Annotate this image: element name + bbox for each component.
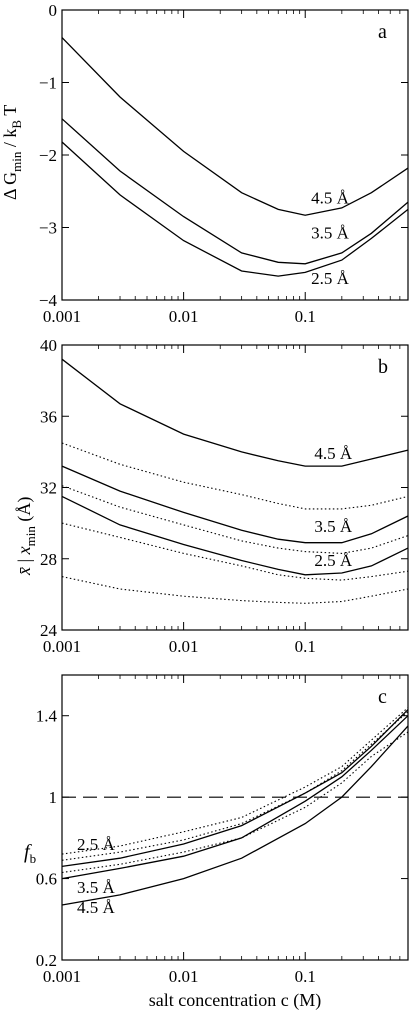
x-tick-label: 0.01	[169, 637, 199, 656]
x-axis-label: salt concentration c (M)	[149, 990, 321, 1011]
y-tick-label: 1.4	[36, 707, 58, 726]
labels-a: 4.5 Å 3.5 Å 2.5 Å	[311, 189, 350, 288]
y-tick-label: 24	[40, 621, 58, 640]
ticks-c: 0.2 0.6 1 1.4 0.001 0.01 0.1	[36, 675, 408, 986]
curve-label: 3.5 Å	[314, 517, 353, 536]
series-line	[61, 37, 409, 216]
series-line	[61, 118, 409, 265]
x-tick-label: 0.001	[43, 637, 81, 656]
series-line	[61, 465, 409, 544]
series-c	[61, 707, 409, 906]
curve-label: 2.5 Å	[311, 269, 350, 288]
y-tick-label: 0.6	[36, 870, 57, 889]
ticks-a: 0 −1 −2 −3 −40.001 0.01 0.1	[39, 1, 408, 326]
x-tick-label: 0.1	[295, 307, 316, 326]
y-tick-label: 28	[40, 550, 57, 569]
y-tick-label: 0	[49, 1, 58, 20]
curve-label: 4.5 Å	[311, 189, 350, 208]
x-tick-label: 0.001	[43, 967, 81, 986]
series-line	[61, 358, 409, 467]
series-line	[61, 711, 409, 861]
x-tick-label: 0.1	[295, 967, 316, 986]
panel-label-c: c	[378, 686, 387, 708]
y-axis-label-c: fb	[24, 841, 36, 866]
series-line	[61, 731, 409, 874]
panel-label-b: b	[378, 356, 388, 378]
x-tick-label: 0.1	[295, 637, 316, 656]
panel-b: 24 28 32 36 40 0.001 0.01 0.1 4.5 Å 3.5 Å 2.5 Å b…	[14, 336, 409, 656]
curve-label: 2.5 Å	[314, 551, 353, 570]
series-line	[61, 725, 409, 906]
x-tick-label: 0.01	[169, 967, 199, 986]
series-a	[61, 37, 409, 277]
series-line	[61, 141, 409, 277]
x-tick-label: 0.001	[43, 307, 81, 326]
series-line	[61, 709, 409, 868]
y-tick-label: 36	[40, 407, 57, 426]
y-tick-label: 1	[49, 788, 58, 807]
series-b	[61, 358, 409, 604]
series-line	[61, 485, 409, 554]
series-line	[61, 522, 409, 581]
y-tick-label: 0.2	[36, 951, 57, 970]
series-line	[61, 715, 409, 880]
y-tick-label: 40	[40, 336, 57, 355]
y-axis-label-a: Δ Gmin / kB T	[0, 105, 24, 200]
x-tick-label: 0.01	[169, 307, 199, 326]
y-tick-label: −4	[39, 291, 58, 310]
curve-label: 4.5 Å	[314, 444, 353, 463]
y-axis-label-b: x̄ | xmin (Å)	[14, 497, 38, 576]
labels-c: 2.5 Å 3.5 Å4.5 Å	[77, 835, 116, 917]
labels-b: 4.5 Å 3.5 Å 2.5 Å	[314, 444, 353, 570]
panel-label-a: a	[378, 21, 387, 43]
panel-c: 0.2 0.6 1 1.4 0.001 0.01 0.1 2.5 Å 3.5 Å4.5 Å c…	[24, 674, 409, 986]
y-tick-label: −1	[39, 74, 57, 93]
plot-frame-a	[61, 9, 409, 301]
curve-label: 3.5 Å	[77, 878, 116, 897]
curve-label: 3.5 Å	[311, 223, 350, 242]
y-tick-label: −2	[39, 146, 57, 165]
ticks-b: 24 28 32 36 40 0.001 0.01 0.1	[40, 336, 408, 656]
series-line	[61, 707, 409, 855]
curve-label: 2.5 Å	[77, 835, 116, 854]
series-line	[61, 495, 409, 576]
y-tick-label: −3	[39, 219, 57, 238]
plot-frame-c	[61, 674, 409, 961]
y-tick-label: 32	[40, 479, 57, 498]
series-line	[61, 442, 409, 510]
series-line	[61, 576, 409, 604]
curve-label: 4.5 Å	[77, 898, 116, 917]
panel-a: 0−1−2−3−40.001 0.01 0.1 4.5 Å3.5 Å2.5 Å a …	[0, 1, 409, 326]
